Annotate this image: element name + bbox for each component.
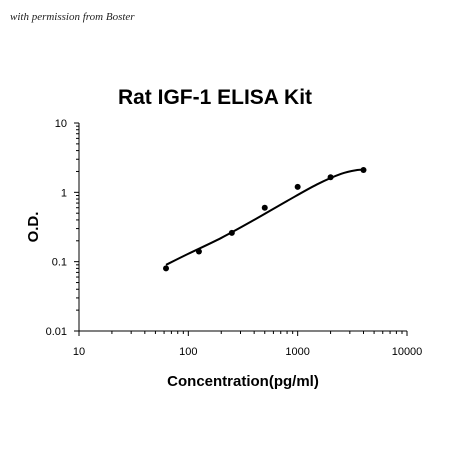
data-point (163, 265, 170, 272)
x-tick-label: 10 (73, 346, 85, 358)
data-point (327, 174, 334, 181)
watermark-text: with permission from Boster (10, 11, 135, 23)
data-point (261, 204, 268, 211)
x-tick-label: 1000 (285, 346, 309, 358)
y-tick-label: 0.1 (52, 257, 67, 269)
data-point (228, 229, 235, 236)
y-axis-label: O.D. (25, 212, 42, 243)
x-tick-label: 10000 (392, 346, 423, 358)
data-point (195, 248, 202, 255)
fit-curve (165, 168, 364, 266)
chart-title: Rat IGF-1 ELISA Kit (118, 86, 312, 109)
y-tick-label: 1 (61, 187, 67, 199)
data-point (360, 166, 367, 173)
y-tick-label: 0.01 (46, 326, 67, 338)
data-point (294, 183, 301, 190)
x-tick-label: 100 (179, 346, 197, 358)
data-points (163, 166, 367, 272)
x-axis-label: Concentration(pg/ml) (167, 373, 319, 390)
y-tick-label: 10 (55, 118, 67, 130)
axes: 10 100 1000 10000 0.01 0.1 1 10 (46, 118, 423, 358)
